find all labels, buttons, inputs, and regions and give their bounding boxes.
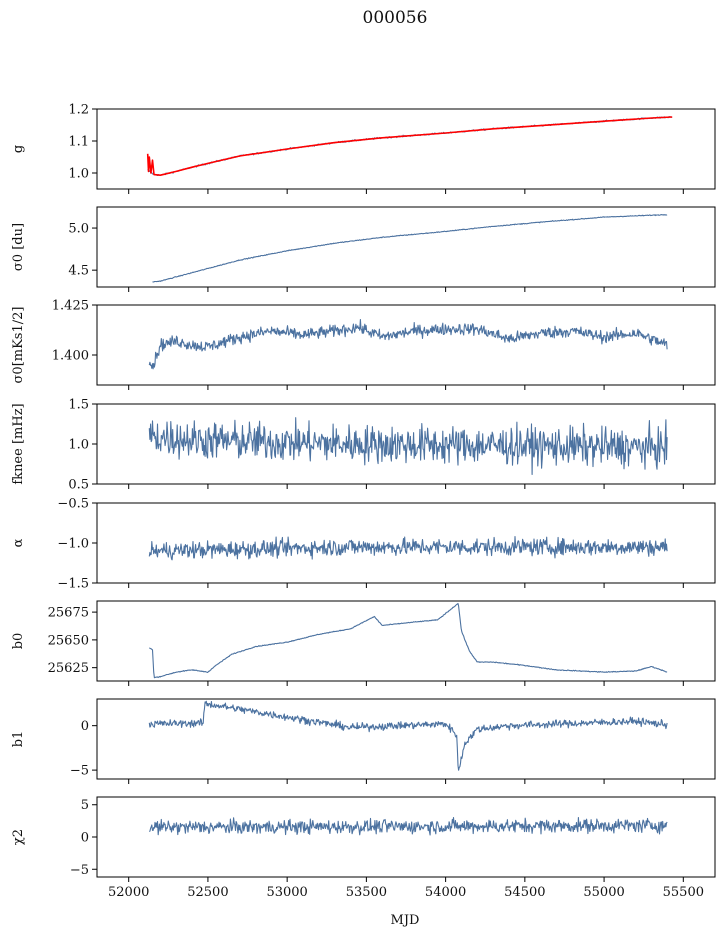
x-tick-label: 53500 <box>346 885 387 900</box>
y-axis-label: b0 <box>11 633 26 650</box>
y-axis-label: σ0 [du] <box>11 223 26 271</box>
panel-8: −5 0 5 52000 52500 53000 53500 54000 54500 55000 5… <box>11 796 716 900</box>
y-tick-label: 25675 <box>48 606 89 621</box>
y-tick-label: 1.425 <box>52 299 89 314</box>
axes-frame <box>96 108 716 190</box>
y-tick-label: −5 <box>70 764 89 779</box>
series-line-1-1 <box>147 116 673 177</box>
y-tick-label: 1.1 <box>68 135 89 150</box>
series-line-5-1 <box>148 535 668 561</box>
axes-frame <box>96 796 716 878</box>
panel-3: 1.400 1.425 σ0[mKs1/2] <box>11 299 716 390</box>
axes-frame <box>96 502 716 584</box>
y-tick-label: −0.5 <box>57 497 89 512</box>
series-line-6-1 <box>149 602 668 679</box>
y-axis-label: α <box>11 538 26 547</box>
series-line-7-1 <box>148 700 668 771</box>
series-line-8-1 <box>148 816 668 836</box>
y-tick-label: 0 <box>81 831 89 846</box>
x-tick-label: 55000 <box>583 885 624 900</box>
y-tick-label: 25650 <box>48 633 89 648</box>
panel-1: 1.0 1.1 1.2 g <box>11 103 716 194</box>
series-line-4-1 <box>148 417 668 476</box>
panel-7: −5 0 b1 <box>11 698 716 784</box>
axes-frame <box>96 698 716 780</box>
y-tick-label: 0.5 <box>68 478 89 493</box>
panel-2: 4.5 5.0 σ0 [du] <box>11 206 716 292</box>
panel-4: 0.5 1.0 1.5 fknee [mHz] <box>11 398 716 493</box>
x-tick-label: 55500 <box>663 885 704 900</box>
y-axis-label: χ2 <box>11 829 26 845</box>
axes-frame <box>96 304 716 386</box>
y-axis-label: g <box>11 145 26 153</box>
series-line-1-2 <box>146 116 673 176</box>
y-tick-label: 5.0 <box>68 222 89 237</box>
y-tick-label: 0 <box>81 719 89 734</box>
y-tick-label: 1.400 <box>52 349 89 364</box>
y-tick-label: 1.0 <box>68 167 89 182</box>
series-line-2-1 <box>152 214 668 283</box>
figure-title: 000056 <box>363 8 428 28</box>
x-tick-label: 53000 <box>266 885 307 900</box>
panel-6: 25625 25650 25675 b0 <box>11 600 716 686</box>
y-tick-label: −1.5 <box>57 577 89 592</box>
y-tick-label: 1.2 <box>68 103 89 118</box>
axes-frame <box>96 600 716 682</box>
x-tick-label: 52500 <box>187 885 228 900</box>
y-tick-label: 25625 <box>48 661 89 676</box>
y-tick-label: −1.0 <box>57 537 89 552</box>
y-tick-label: 1.5 <box>68 398 89 413</box>
x-axis-label: MJD <box>391 913 420 928</box>
series-line-3-1 <box>148 318 668 370</box>
y-axis-label: fknee [mHz] <box>11 403 26 484</box>
x-tick-label: 54500 <box>504 885 545 900</box>
axes-frame <box>96 206 716 288</box>
y-tick-label: 4.5 <box>68 264 89 279</box>
x-tick-label: 52000 <box>108 885 149 900</box>
y-axis-label: σ0[mKs1/2] <box>11 307 26 384</box>
x-tick-label: 54000 <box>425 885 466 900</box>
y-axis-label: b1 <box>11 731 26 748</box>
y-tick-label: −5 <box>70 863 89 878</box>
y-tick-label: 5 <box>81 798 89 813</box>
y-tick-label: 1.0 <box>68 438 89 453</box>
panel-5: −1.5 −1.0 −0.5 α <box>11 497 716 592</box>
